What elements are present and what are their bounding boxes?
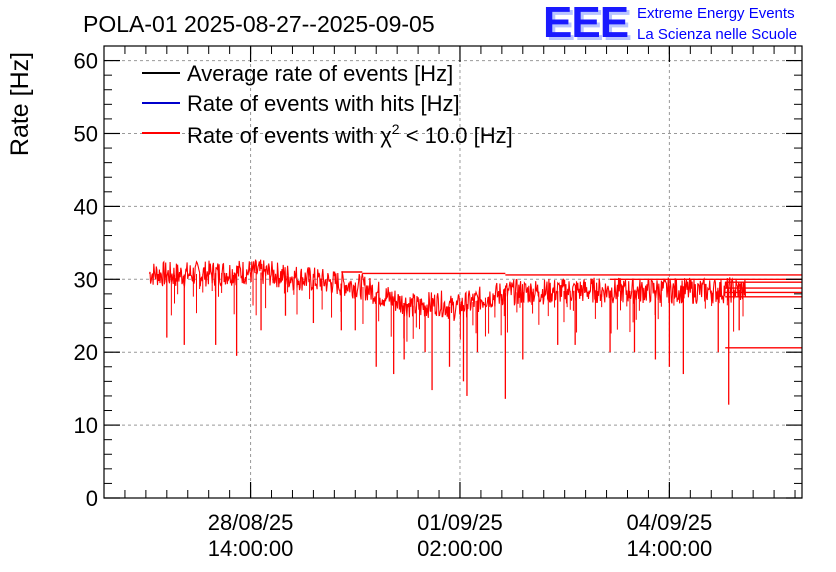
legend-chi2-sup: 2 [392,121,400,137]
x-tick-label-date: 04/09/25 [627,510,713,535]
series-chi2-line [148,259,747,322]
y-tick-label: 60 [74,49,98,74]
grid-lines [104,46,802,498]
legend-chi2-suffix: < 10.0 [Hz] [400,123,513,148]
eee-logo: EEE EEE Extreme Energy Events La Scienza… [543,0,797,50]
x-tick-label-date: 01/09/25 [417,510,503,535]
legend-chi2-prefix: Rate of events with [187,123,380,148]
legend-label-hits: Rate of events with hits [Hz] [187,91,460,116]
axes: 010203040506028/08/2514:00:0001/09/2502:… [74,45,802,561]
y-tick-label: 40 [74,194,98,219]
logo-line2: La Scienza nelle Scuole [637,26,797,43]
y-tick-label: 10 [74,413,98,438]
plot-frame [103,45,803,499]
y-tick-label: 50 [74,121,98,146]
legend-chi2-symbol: χ [380,123,392,148]
legend: Average rate of events [Hz] Rate of even… [142,61,513,148]
legend-label-average: Average rate of events [Hz] [187,61,453,86]
logo-eee-shadow: EEE [546,1,631,50]
y-tick-label: 20 [74,340,98,365]
legend-label-chi2: Rate of events with χ2 < 10.0 [Hz] [187,121,513,148]
x-tick-label-time: 02:00:00 [417,536,503,561]
y-tick-label: 30 [74,267,98,292]
logo-line1: Extreme Energy Events [637,5,795,22]
x-tick-label-time: 14:00:00 [208,536,294,561]
x-tick-label-time: 14:00:00 [627,536,713,561]
y-axis-label: Rate [Hz] [6,52,34,156]
y-tick-label: 0 [86,486,98,511]
chart-title: POLA-01 2025-08-27--2025-09-05 [83,11,435,37]
logo-eee: EEE [543,0,628,47]
x-tick-label-date: 28/08/25 [208,510,294,535]
series-layer [148,259,802,405]
